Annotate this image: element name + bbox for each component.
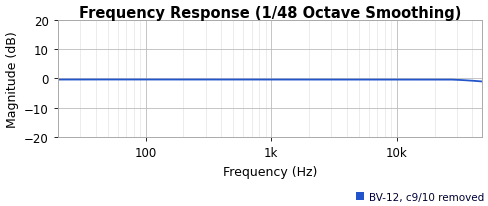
Title: Frequency Response (1/48 Octave Smoothing): Frequency Response (1/48 Octave Smoothin…: [79, 6, 461, 20]
Y-axis label: Magnitude (dB): Magnitude (dB): [5, 31, 19, 127]
X-axis label: Frequency (Hz): Frequency (Hz): [223, 165, 317, 178]
Legend: BV-12, c9/10 removed: BV-12, c9/10 removed: [352, 188, 488, 206]
